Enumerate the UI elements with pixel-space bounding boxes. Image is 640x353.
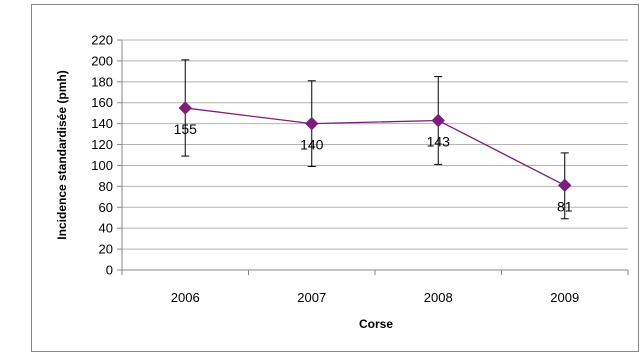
axes <box>117 39 629 275</box>
y-tick-labels: 0 20 40 60 80 100 120 140 160 180 200 220 <box>91 33 113 278</box>
data-point-marker <box>558 178 572 193</box>
data-markers <box>178 101 572 193</box>
y-tick-label: 220 <box>91 33 113 48</box>
y-tick-label: 140 <box>91 116 113 131</box>
y-tick-label: 40 <box>99 221 113 236</box>
x-tick-label: 2006 <box>171 290 200 305</box>
y-tick-label: 160 <box>91 95 113 110</box>
y-tick-label: 180 <box>91 74 113 89</box>
y-tick-label: 100 <box>91 158 113 173</box>
data-label: 155 <box>174 121 198 137</box>
data-labels: 155 140 143 81 <box>174 121 573 214</box>
y-tick-label: 80 <box>99 179 113 194</box>
gridlines <box>122 39 628 250</box>
x-axis-title: Corse <box>359 317 393 331</box>
data-label: 81 <box>557 198 573 214</box>
y-tick-label: 200 <box>91 53 113 68</box>
y-tick-label: 120 <box>91 137 113 152</box>
data-label: 140 <box>300 137 324 153</box>
error-bars <box>181 59 569 220</box>
data-label: 143 <box>427 134 451 150</box>
data-point-marker <box>305 116 319 131</box>
x-tick-label: 2008 <box>424 290 453 305</box>
series-line <box>185 107 566 186</box>
series-line-path <box>185 107 566 186</box>
data-point-marker <box>431 113 445 128</box>
y-tick-label: 60 <box>99 200 113 215</box>
x-tick-label: 2009 <box>550 290 579 305</box>
y-tick-label: 20 <box>99 242 113 257</box>
x-tick-label: 2007 <box>297 290 326 305</box>
y-tick-label: 0 <box>106 263 113 278</box>
chart-area <box>31 4 639 352</box>
data-point-marker <box>178 101 192 115</box>
x-tick-labels: 2006 2007 2008 2009 <box>171 290 579 305</box>
y-axis-title: Incidence standardisée (pmh) <box>55 70 69 239</box>
